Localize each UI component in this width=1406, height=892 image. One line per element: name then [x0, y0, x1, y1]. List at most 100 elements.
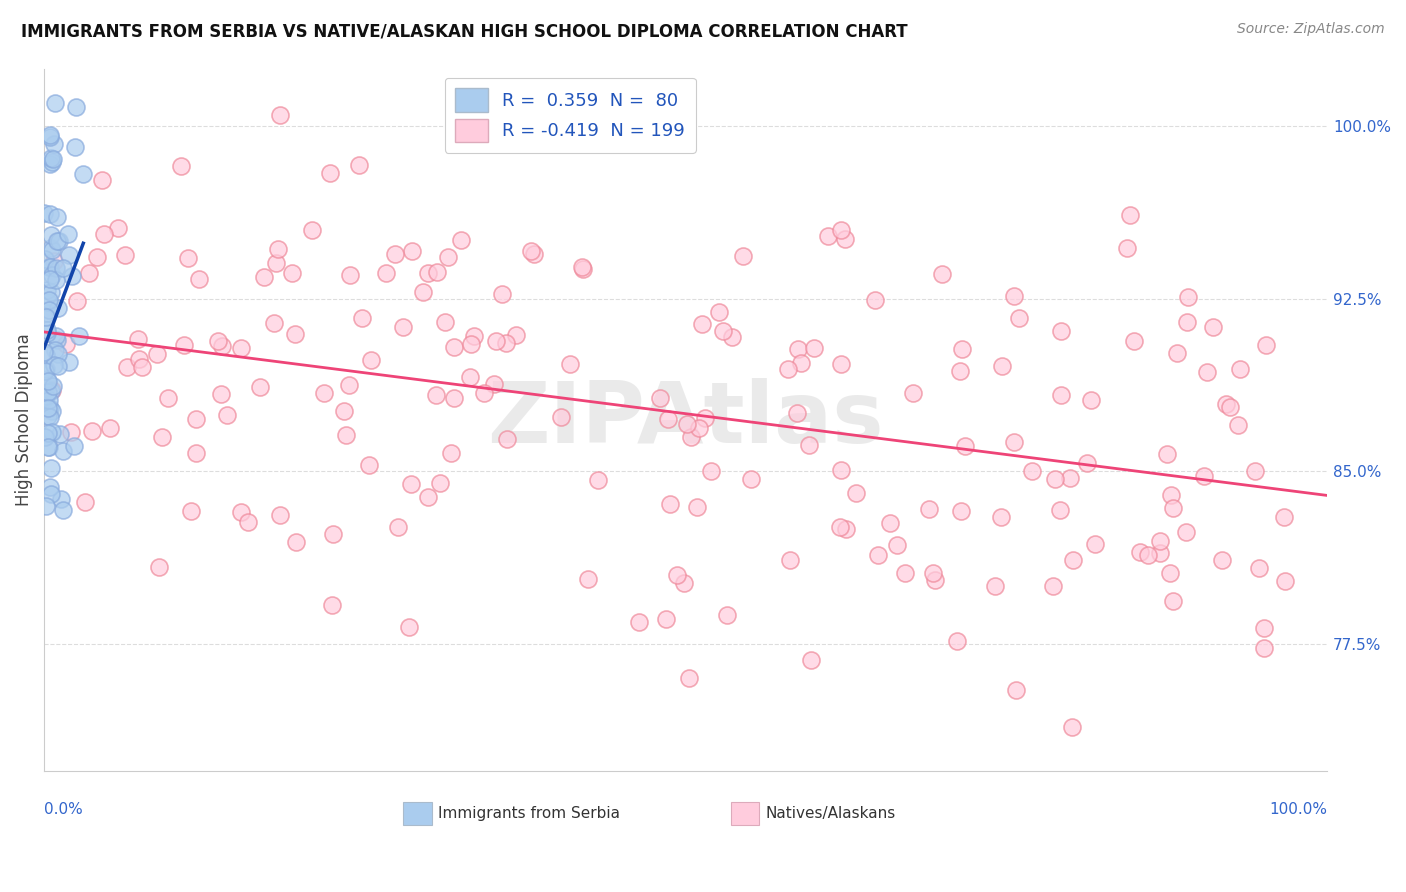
Point — [903, 386, 925, 401]
Point — [39, 384, 62, 398]
Point — [34, 499, 56, 513]
Point — [740, 472, 762, 486]
Point — [37, 295, 59, 310]
Point — [41, 243, 63, 257]
Point — [650, 391, 672, 405]
Point — [1129, 545, 1152, 559]
Point — [731, 249, 754, 263]
Point — [173, 338, 195, 352]
Point — [1159, 566, 1181, 580]
Point — [44, 359, 66, 373]
Point — [485, 334, 508, 348]
Point — [1004, 682, 1026, 697]
Point — [1080, 393, 1102, 408]
Point — [145, 346, 167, 360]
Point — [523, 247, 546, 261]
Point — [491, 287, 513, 301]
Point — [1043, 471, 1066, 485]
Point — [39, 228, 62, 243]
Point — [39, 129, 62, 144]
Point — [150, 430, 173, 444]
Point — [319, 166, 342, 180]
Point — [834, 231, 856, 245]
Point — [38, 393, 60, 408]
Point — [1215, 396, 1237, 410]
Point — [77, 266, 100, 280]
Point — [520, 244, 543, 258]
Point — [576, 572, 599, 586]
Point — [37, 374, 59, 388]
Point — [688, 421, 710, 435]
Point — [1192, 469, 1215, 483]
Point — [46, 234, 69, 248]
Point — [776, 361, 799, 376]
Point — [412, 285, 434, 299]
Point — [482, 377, 505, 392]
Point — [917, 502, 939, 516]
Point — [39, 401, 62, 415]
Point — [472, 386, 495, 401]
Point — [52, 502, 75, 516]
Point — [38, 480, 60, 494]
Point — [39, 207, 62, 221]
Text: IMMIGRANTS FROM SERBIA VS NATIVE/ALASKAN HIGH SCHOOL DIPLOMA CORRELATION CHART: IMMIGRANTS FROM SERBIA VS NATIVE/ALASKAN… — [21, 22, 908, 40]
Point — [58, 248, 80, 262]
Point — [44, 343, 66, 358]
Point — [711, 324, 734, 338]
Point — [1136, 548, 1159, 562]
Point — [991, 359, 1014, 374]
Point — [1211, 553, 1233, 567]
Point — [828, 519, 851, 533]
Point — [830, 463, 852, 477]
Point — [953, 439, 976, 453]
Point — [835, 522, 858, 536]
Point — [1229, 362, 1251, 376]
Point — [450, 233, 472, 247]
Point — [187, 272, 209, 286]
Point — [52, 443, 75, 458]
Point — [440, 446, 463, 460]
FancyBboxPatch shape — [404, 802, 432, 824]
Point — [894, 566, 917, 580]
Point — [37, 426, 59, 441]
Point — [676, 417, 699, 432]
Point — [1174, 524, 1197, 539]
Point — [48, 301, 70, 316]
Point — [990, 510, 1012, 524]
Point — [58, 355, 80, 369]
Point — [37, 440, 59, 454]
Point — [48, 234, 70, 248]
Point — [924, 574, 946, 588]
Point — [931, 267, 953, 281]
Point — [93, 227, 115, 241]
Point — [42, 153, 65, 167]
Point — [184, 446, 207, 460]
Point — [269, 508, 291, 522]
Point — [392, 320, 415, 334]
Point — [496, 432, 519, 446]
Point — [52, 260, 75, 275]
Point — [1274, 574, 1296, 589]
Point — [803, 341, 825, 355]
Point — [1175, 315, 1198, 329]
Point — [387, 519, 409, 533]
Point — [460, 336, 482, 351]
Point — [360, 353, 382, 368]
Point — [72, 168, 94, 182]
Point — [627, 615, 650, 629]
Point — [845, 486, 868, 500]
Point — [35, 389, 58, 403]
Point — [1002, 435, 1025, 450]
Point — [46, 333, 69, 347]
Point — [1115, 241, 1137, 255]
Point — [335, 428, 357, 442]
Point — [1119, 208, 1142, 222]
Point — [1049, 503, 1071, 517]
Point — [949, 364, 972, 378]
Point — [60, 269, 83, 284]
Text: ZIPAtlas: ZIPAtlas — [488, 378, 884, 461]
Point — [322, 527, 344, 541]
Point — [37, 385, 59, 400]
Point — [1076, 456, 1098, 470]
Point — [786, 342, 808, 356]
